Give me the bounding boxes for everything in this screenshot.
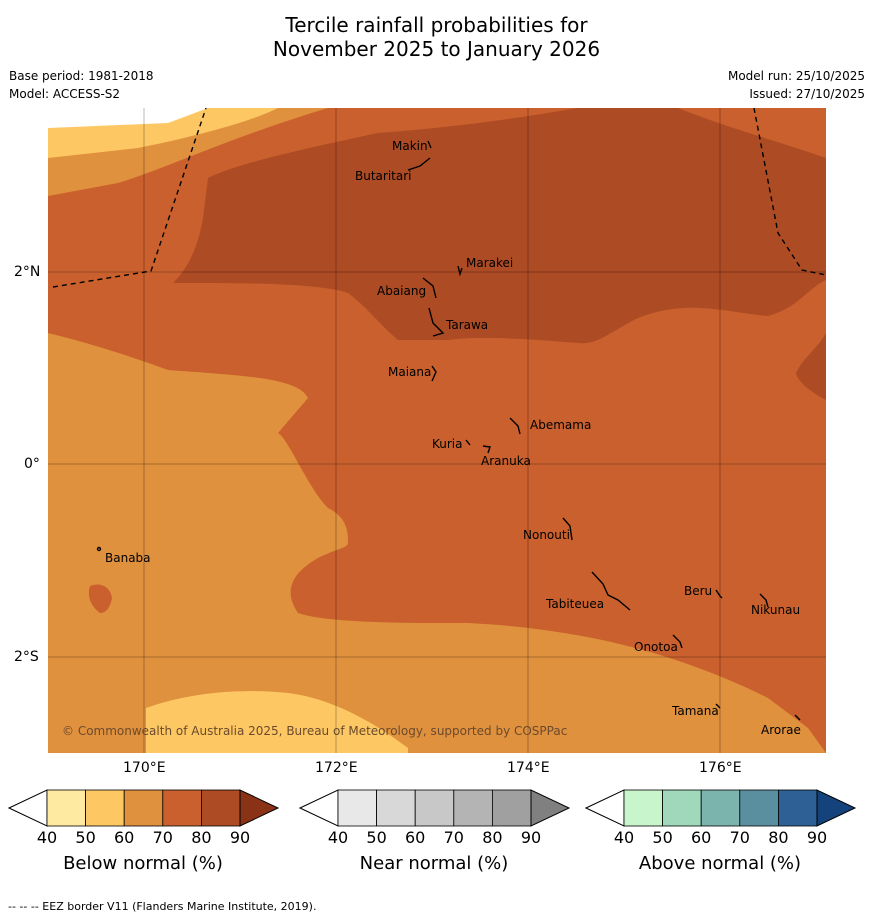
island-label: Beru <box>684 584 713 598</box>
colorbar-tick-label: 90 <box>229 828 251 847</box>
colorbar-swatch <box>491 789 532 827</box>
island-label: Onotoa <box>634 640 678 654</box>
colorbar-1 <box>8 789 280 827</box>
colorbar-tick-label: 70 <box>443 828 464 847</box>
lat-label-2n: 2°N <box>14 264 41 280</box>
island-label: Nonouti <box>523 528 570 542</box>
island-label: Tabiteuea <box>546 597 605 611</box>
colorbar-swatch <box>46 789 86 827</box>
colorbar-tick-label: 90 <box>806 828 828 847</box>
lon-label-174: 174°E <box>507 760 550 776</box>
island-label: Maiana <box>388 365 432 379</box>
island-label: Abemama <box>530 418 592 432</box>
colorbar-swatch <box>623 789 663 827</box>
colorbar-swatch <box>739 789 779 827</box>
island-label: Kuria <box>432 437 463 451</box>
colorbar-swatch <box>85 789 125 827</box>
island-label: Banaba <box>105 551 151 565</box>
colorbar-tick-label: 70 <box>152 828 173 847</box>
title-line2: November 2025 to January 2026 <box>272 37 601 61</box>
island-label: Nikunau <box>751 603 801 617</box>
colorbar-swatch <box>662 789 702 827</box>
colorbar-title: Below normal (%) <box>63 853 223 874</box>
zone-70-80-banaba <box>88 584 112 613</box>
eez-border <box>52 108 826 288</box>
graticule <box>48 108 826 753</box>
colorbar-2 <box>299 789 571 827</box>
issued-date: Issued: 27/10/2025 <box>749 87 865 101</box>
base-period: Base period: 1981-2018 <box>9 69 154 83</box>
colorbar-extend-high <box>816 789 857 827</box>
island-label: Tarawa <box>446 318 489 332</box>
colorbar-3 <box>585 789 857 827</box>
colorbar-tick-label: 40 <box>327 828 349 847</box>
colorbar-extend-low <box>299 789 339 827</box>
zone-80-90 <box>173 108 826 344</box>
copyright-text: © Commonwealth of Australia 2025, Bureau… <box>62 724 568 738</box>
island-outlines <box>96 140 801 721</box>
island-label: Butaritari <box>355 169 412 183</box>
colorbar-extend-high <box>239 789 280 827</box>
colorbar-extend-low <box>8 789 48 827</box>
colorbar-extend-low <box>585 789 625 827</box>
colorbar-swatch <box>337 789 377 827</box>
colorbar-swatch <box>123 789 164 827</box>
colorbar-tick-label: 60 <box>114 828 135 847</box>
colorbar-tick-label: 60 <box>691 828 712 847</box>
island-label: Aranuka <box>481 454 531 468</box>
model-name: Model: ACCESS-S2 <box>9 87 121 101</box>
colorbar-tick-label: 80 <box>768 828 789 847</box>
colorbar-tick-label: 40 <box>613 828 635 847</box>
colorbar-swatch <box>162 789 202 827</box>
colorbar-tick-label: 40 <box>36 828 58 847</box>
colorbar-tick-label: 50 <box>652 828 673 847</box>
lat-label-0: 0° <box>24 456 40 472</box>
lon-label-176: 176°E <box>699 760 742 776</box>
island-label: Abaiang <box>377 284 427 298</box>
eez-footnote: -- -- -- EEZ border V11 (Flanders Marine… <box>8 900 317 913</box>
colorbar-swatch <box>700 789 741 827</box>
zone-80-90-east <box>796 333 826 400</box>
colorbar-tick-label: 50 <box>366 828 387 847</box>
colorbar-swatch <box>376 789 416 827</box>
zone-below-50-north <box>48 108 208 128</box>
colorbar-tick-label: 50 <box>75 828 96 847</box>
colorbar-tick-label: 80 <box>191 828 212 847</box>
colorbar-swatch <box>453 789 493 827</box>
colorbar-swatch <box>777 789 818 827</box>
colorbar-extend-high <box>530 789 571 827</box>
colorbar-title: Above normal (%) <box>638 853 802 874</box>
island-label: Makin <box>392 139 428 153</box>
island-label: Marakei <box>466 256 514 270</box>
colorbar-swatch <box>414 789 455 827</box>
colorbar-tick-label: 80 <box>482 828 503 847</box>
colorbar-title: Near normal (%) <box>359 853 509 874</box>
colorbar-tick-label: 60 <box>405 828 426 847</box>
model-run: Model run: 25/10/2025 <box>727 69 865 83</box>
title-line1: Tercile rainfall probabilities for <box>285 13 588 37</box>
zone-50-60-south <box>146 691 408 753</box>
probability-map <box>48 108 826 753</box>
colorbar-tick-label: 90 <box>520 828 542 847</box>
colorbar-swatch <box>200 789 241 827</box>
lon-label-170: 170°E <box>123 760 166 776</box>
island-label: Tamana <box>672 704 719 718</box>
colorbar-tick-label: 70 <box>729 828 750 847</box>
island-label: Arorae <box>761 723 801 737</box>
lon-label-172: 172°E <box>315 760 358 776</box>
lat-label-2s: 2°S <box>14 649 39 665</box>
